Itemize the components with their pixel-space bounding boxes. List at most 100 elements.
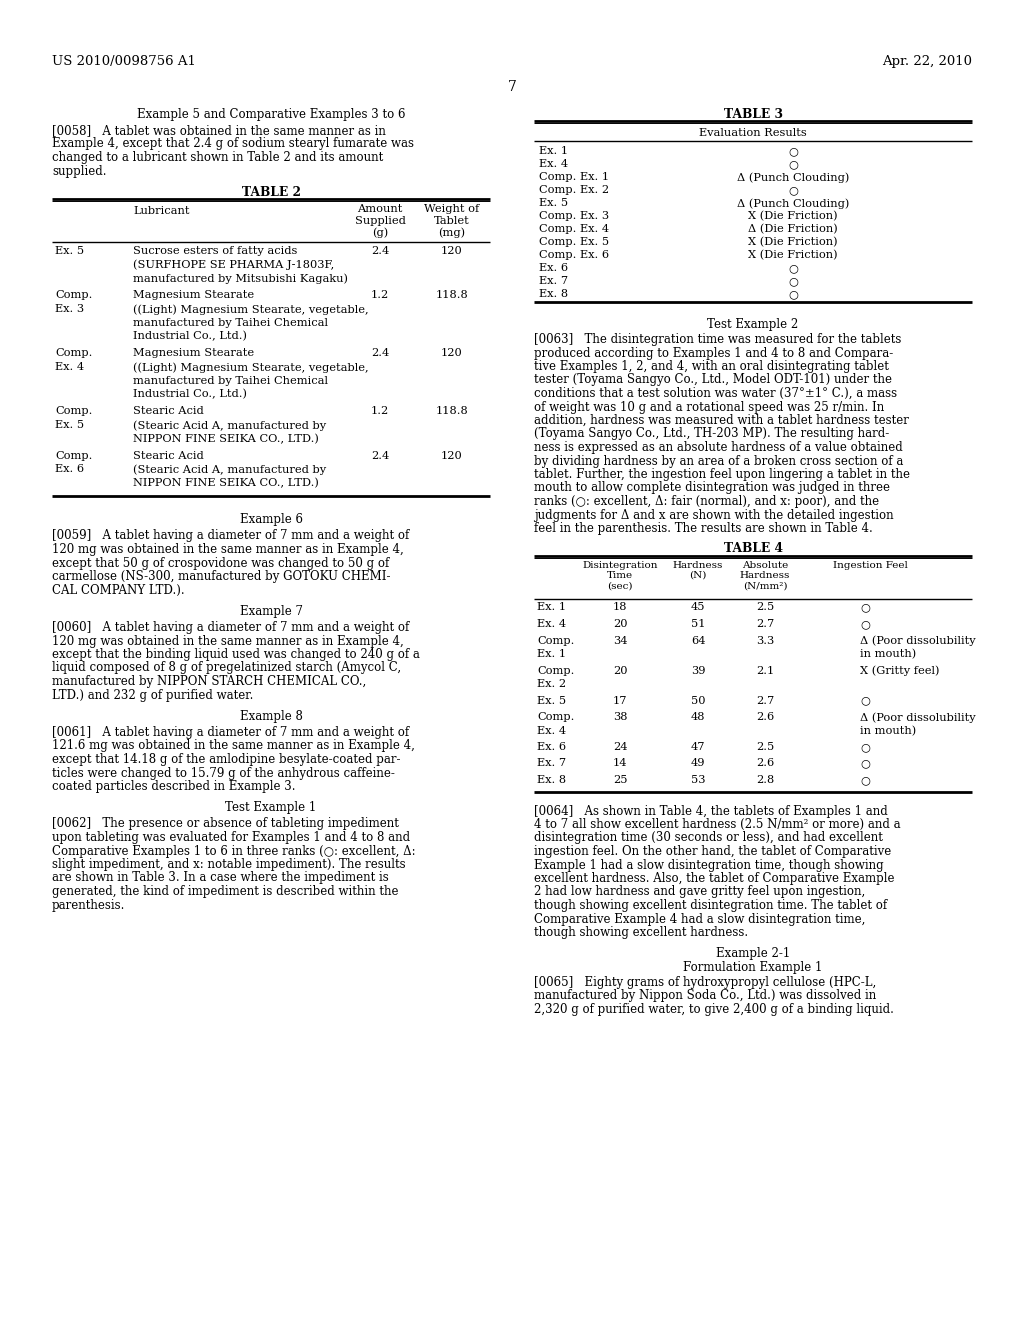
Text: Comp. Ex. 2: Comp. Ex. 2 [539,185,609,195]
Text: Hardness
(N): Hardness (N) [673,561,723,579]
Text: conditions that a test solution was water (37°±1° C.), a mass: conditions that a test solution was wate… [534,387,897,400]
Text: feel in the parenthesis. The results are shown in Table 4.: feel in the parenthesis. The results are… [534,521,872,535]
Text: 3.3: 3.3 [756,635,774,645]
Text: Absolute
Hardness
(N/mm²): Absolute Hardness (N/mm²) [739,561,791,590]
Text: 45: 45 [691,602,706,612]
Text: Ex. 8: Ex. 8 [539,289,568,300]
Text: ○: ○ [860,602,869,612]
Text: X (Die Friction): X (Die Friction) [749,238,838,247]
Text: 24: 24 [612,742,628,752]
Text: Ex. 7: Ex. 7 [539,276,568,286]
Text: manufactured by Taihei Chemical: manufactured by Taihei Chemical [133,375,328,385]
Text: tester (Toyama Sangyo Co., Ltd., Model ODT-101) under the: tester (Toyama Sangyo Co., Ltd., Model O… [534,374,892,387]
Text: except that 50 g of crospovidone was changed to 50 g of: except that 50 g of crospovidone was cha… [52,557,389,569]
Text: Ex. 5: Ex. 5 [55,246,84,256]
Text: 64: 64 [691,635,706,645]
Text: ○: ○ [788,289,798,300]
Text: Ex. 5: Ex. 5 [537,696,566,705]
Text: Weight of
Tablet
(mg): Weight of Tablet (mg) [424,205,479,238]
Text: Test Example 1: Test Example 1 [225,801,316,814]
Text: ○: ○ [860,759,869,768]
Text: ○: ○ [860,775,869,785]
Text: Ex. 4: Ex. 4 [537,619,566,630]
Text: in mouth): in mouth) [860,726,916,735]
Text: 118.8: 118.8 [435,407,468,417]
Text: Comp.: Comp. [55,451,92,461]
Text: Formulation Example 1: Formulation Example 1 [683,961,822,974]
Text: 51: 51 [691,619,706,630]
Text: Comp.: Comp. [55,348,92,359]
Text: 14: 14 [612,759,628,768]
Text: Stearic Acid: Stearic Acid [133,407,204,417]
Text: Ex. 4: Ex. 4 [537,726,566,735]
Text: upon tableting was evaluated for Examples 1 and 4 to 8 and: upon tableting was evaluated for Example… [52,832,411,843]
Text: ness is expressed as an absolute hardness of a value obtained: ness is expressed as an absolute hardnes… [534,441,903,454]
Text: LTD.) and 232 g of purified water.: LTD.) and 232 g of purified water. [52,689,253,701]
Text: X (Die Friction): X (Die Friction) [749,249,838,260]
Text: [0058]   A tablet was obtained in the same manner as in: [0058] A tablet was obtained in the same… [52,124,386,137]
Text: Ex. 8: Ex. 8 [537,775,566,785]
Text: 49: 49 [691,759,706,768]
Text: Lubricant: Lubricant [133,206,189,216]
Text: 2,320 g of purified water, to give 2,400 g of a binding liquid.: 2,320 g of purified water, to give 2,400… [534,1003,894,1016]
Text: [0065]   Eighty grams of hydroxypropyl cellulose (HPC-L,: [0065] Eighty grams of hydroxypropyl cel… [534,975,877,989]
Text: 1.2: 1.2 [371,407,389,417]
Text: manufactured by Mitsubishi Kagaku): manufactured by Mitsubishi Kagaku) [133,273,348,284]
Text: carmellose (NS-300, manufactured by GOTOKU CHEMI-: carmellose (NS-300, manufactured by GOTO… [52,570,390,583]
Text: Comparative Example 4 had a slow disintegration time,: Comparative Example 4 had a slow disinte… [534,912,865,925]
Text: Ex. 6: Ex. 6 [55,465,84,474]
Text: ○: ○ [788,276,798,286]
Text: ingestion feel. On the other hand, the tablet of Comparative: ingestion feel. On the other hand, the t… [534,845,891,858]
Text: Ex. 1: Ex. 1 [537,602,566,612]
Text: Example 1 had a slow disintegration time, though showing: Example 1 had a slow disintegration time… [534,858,884,871]
Text: 2.6: 2.6 [756,759,774,768]
Text: ticles were changed to 15.79 g of the anhydrous caffeine-: ticles were changed to 15.79 g of the an… [52,767,395,780]
Text: disintegration time (30 seconds or less), and had excellent: disintegration time (30 seconds or less)… [534,832,883,845]
Text: Comp. Ex. 4: Comp. Ex. 4 [539,224,609,234]
Text: NIPPON FINE SEIKA CO., LTD.): NIPPON FINE SEIKA CO., LTD.) [133,433,318,444]
Text: X (Gritty feel): X (Gritty feel) [860,665,939,676]
Text: X (Die Friction): X (Die Friction) [749,211,838,222]
Text: Comp.: Comp. [537,711,574,722]
Text: 20: 20 [612,619,628,630]
Text: Δ (Poor dissolubility: Δ (Poor dissolubility [860,635,976,645]
Text: 120: 120 [441,348,463,359]
Text: (SURFHOPE SE PHARMA J-1803F,: (SURFHOPE SE PHARMA J-1803F, [133,260,334,271]
Text: NIPPON FINE SEIKA CO., LTD.): NIPPON FINE SEIKA CO., LTD.) [133,478,318,488]
Text: ○: ○ [860,696,869,705]
Text: ○: ○ [860,619,869,630]
Text: 118.8: 118.8 [435,290,468,301]
Text: Comp.: Comp. [537,635,574,645]
Text: 25: 25 [612,775,628,785]
Text: of weight was 10 g and a rotational speed was 25 r/min. In: of weight was 10 g and a rotational spee… [534,400,885,413]
Text: tablet. Further, the ingestion feel upon lingering a tablet in the: tablet. Further, the ingestion feel upon… [534,469,910,480]
Text: Example 6: Example 6 [240,513,302,527]
Text: 4 to 7 all show excellent hardness (2.5 N/mm² or more) and a: 4 to 7 all show excellent hardness (2.5 … [534,818,901,832]
Text: Comp. Ex. 5: Comp. Ex. 5 [539,238,609,247]
Text: 121.6 mg was obtained in the same manner as in Example 4,: 121.6 mg was obtained in the same manner… [52,739,415,752]
Text: slight impediment, and x: notable impediment). The results: slight impediment, and x: notable impedi… [52,858,406,871]
Text: 2.1: 2.1 [756,665,774,676]
Text: supplied.: supplied. [52,165,106,177]
Text: Apr. 22, 2010: Apr. 22, 2010 [882,55,972,69]
Text: Comp.: Comp. [55,290,92,301]
Text: Disintegration
Time
(sec): Disintegration Time (sec) [583,561,657,590]
Text: ○: ○ [788,158,798,169]
Text: 20: 20 [612,665,628,676]
Text: [0062]   The presence or absence of tableting impediment: [0062] The presence or absence of tablet… [52,817,399,830]
Text: Example 4, except that 2.4 g of sodium stearyl fumarate was: Example 4, except that 2.4 g of sodium s… [52,137,414,150]
Text: Ex. 6: Ex. 6 [539,263,568,273]
Text: changed to a lubricant shown in Table 2 and its amount: changed to a lubricant shown in Table 2 … [52,150,383,164]
Text: ○: ○ [788,147,798,156]
Text: 7: 7 [508,81,516,94]
Text: Comp.: Comp. [537,665,574,676]
Text: 2.4: 2.4 [371,246,389,256]
Text: [0064]   As shown in Table 4, the tablets of Examples 1 and: [0064] As shown in Table 4, the tablets … [534,804,888,817]
Text: 50: 50 [691,696,706,705]
Text: 120: 120 [441,246,463,256]
Text: 1.2: 1.2 [371,290,389,301]
Text: Industrial Co., Ltd.): Industrial Co., Ltd.) [133,331,247,342]
Text: ((Light) Magnesium Stearate, vegetable,: ((Light) Magnesium Stearate, vegetable, [133,304,369,314]
Text: coated particles described in Example 3.: coated particles described in Example 3. [52,780,296,793]
Text: Example 5 and Comparative Examples 3 to 6: Example 5 and Comparative Examples 3 to … [137,108,406,121]
